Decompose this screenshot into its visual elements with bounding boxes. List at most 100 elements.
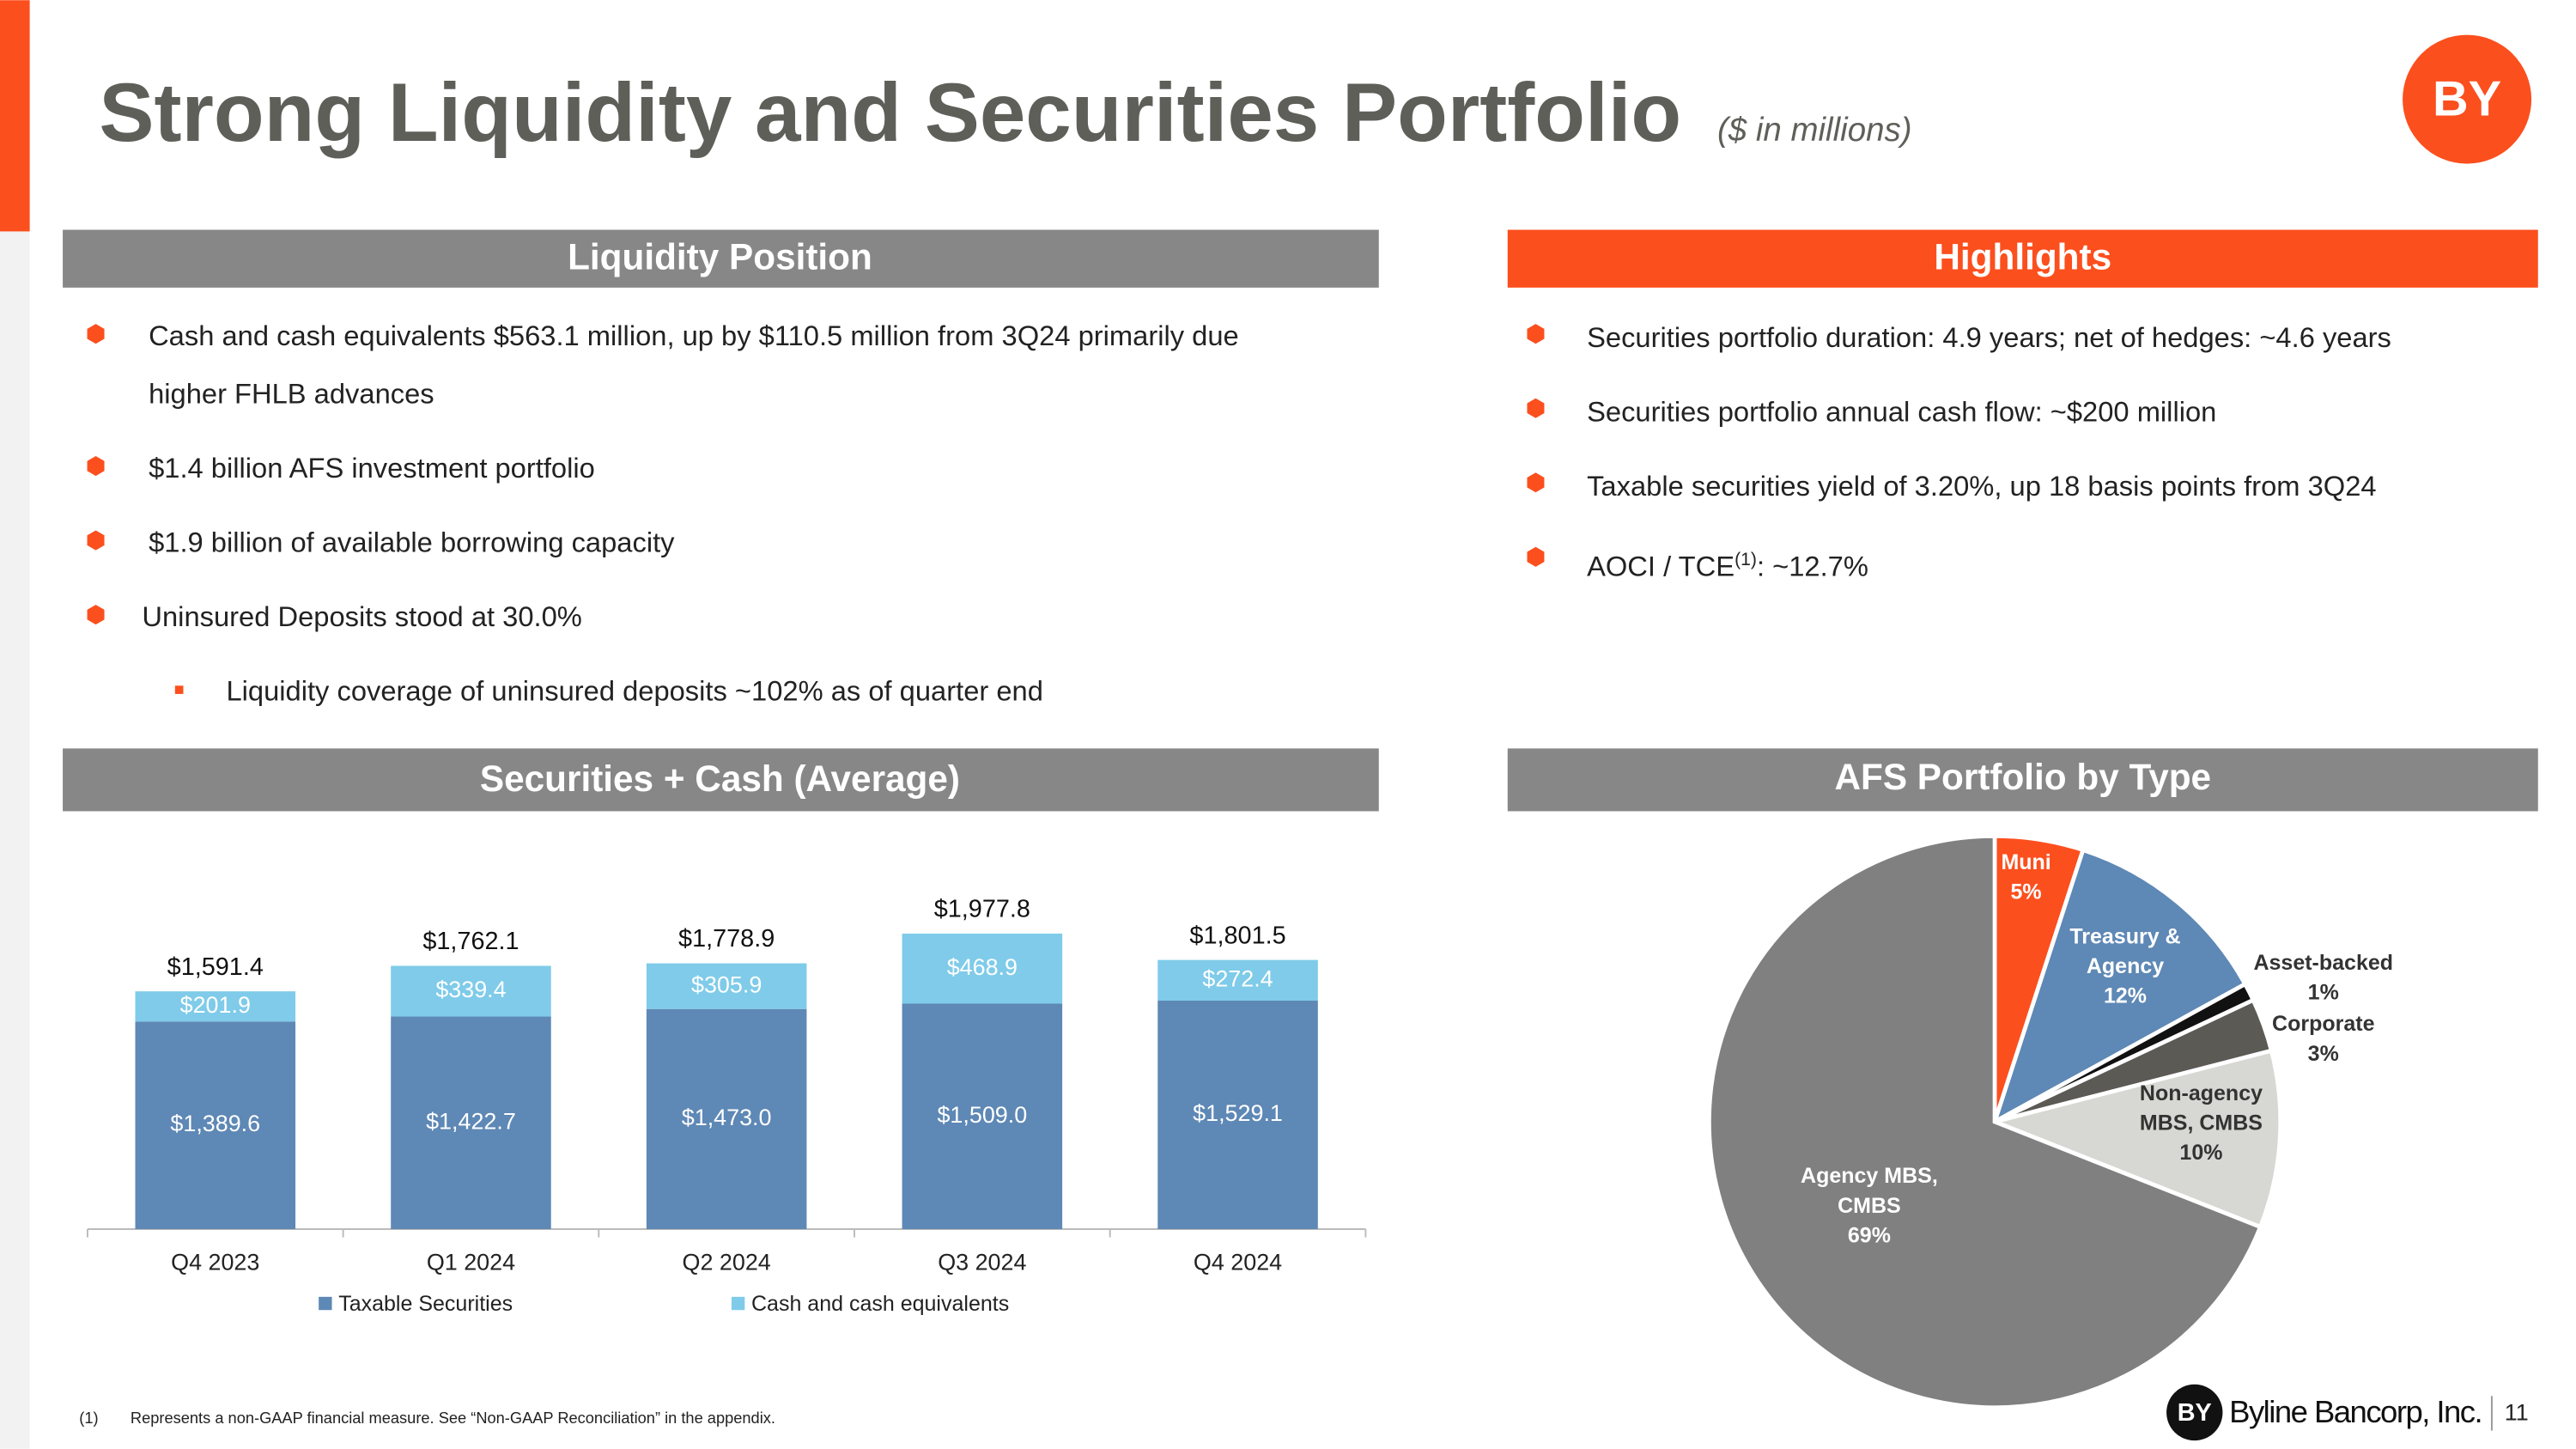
bullet-text-box: Securities portfolio annual cash flow: ~… [1587, 396, 2217, 429]
category-label: Agency MBS, CMBS [1801, 1163, 1938, 1218]
slice-label: Asset-backed 1% [2233, 948, 2415, 1008]
total-label: $1,977.8 [934, 896, 1030, 923]
slice-label: Muni 5% [1977, 848, 2075, 907]
bullet-icon [1527, 472, 1545, 493]
percent-label: 5% [2010, 879, 2042, 904]
bar-segment [902, 933, 1063, 1004]
brand-logo-text: BY [2178, 1399, 2212, 1427]
bullet-text-box: $1.9 billion of available borrowing capa… [149, 527, 675, 559]
bar-segment [135, 991, 296, 1022]
bullet-text-box: Taxable securities yield of 3.20%, up 18… [1587, 471, 2377, 502]
subtitle: ($ in millions) [1717, 112, 1912, 149]
percent-label: 1% [2307, 979, 2339, 1005]
percent-label: 10% [2179, 1140, 2223, 1165]
category-label: Corporate [2272, 1011, 2375, 1036]
bar-segment [391, 1016, 551, 1229]
bullet-text: Uninsured Deposits stood at 30.0% [142, 601, 582, 633]
category-label: Muni [2001, 849, 2051, 874]
bullet-text: $1.4 billion AFS investment portfolio [149, 453, 595, 484]
bullet-text-box: $1.4 billion AFS investment portfolio [149, 453, 595, 484]
bullet-text: Securities portfolio annual cash flow: ~… [1587, 396, 2217, 429]
value-label: $272.4 [1202, 965, 1273, 991]
footnote: Represents a non-GAAP financial measure.… [131, 1409, 775, 1427]
side-strip [0, 231, 30, 1449]
bullet-text: Taxable securities yield of 3.20%, up 18… [1587, 471, 2377, 502]
bar-segment [1157, 1001, 1318, 1229]
legend-label: Taxable Securities [338, 1292, 513, 1316]
x-tick-label: Q4 2023 [171, 1249, 259, 1275]
total-label: $1,778.9 [678, 925, 775, 953]
logo [2403, 34, 2532, 164]
category-label: Asset-backed [2253, 950, 2394, 975]
value-label: $1,529.1 [1193, 1100, 1283, 1126]
brand: Byline Bancorp, Inc. [2229, 1394, 2482, 1429]
value-label: $1,389.6 [170, 1111, 260, 1136]
x-tick-label: Q1 2024 [427, 1249, 515, 1275]
value-label: $1,509.0 [937, 1102, 1027, 1128]
bullet-icon [1527, 398, 1545, 418]
bullet-text: Cash and cash equivalents $563.1 million… [149, 320, 1239, 411]
sub-bullet-text-box: Liquidity coverage of uninsured deposits… [226, 675, 1043, 708]
category-label: Treasury & Agency [2069, 923, 2181, 978]
legend-swatch [731, 1296, 745, 1311]
slice-label-box: Asset-backed 1% [2233, 948, 2415, 1008]
slice-label-box: Treasury & Agency 12% [2050, 922, 2199, 1011]
bullet-icon [87, 324, 105, 344]
value-label: $339.4 [435, 977, 506, 1002]
total-label: $1,591.4 [167, 953, 264, 981]
slice-label-box: Agency MBS, CMBS 69% [1801, 1163, 1938, 1248]
text-part: (1) [1735, 550, 1757, 570]
value-label: $1,473.0 [682, 1105, 772, 1130]
bullet-text-box: AOCI / TCE(1): ~12.7% [1587, 532, 2528, 595]
bullet-text: Securities portfolio duration: 4.9 years… [1587, 322, 2391, 354]
pie-slice [1990, 847, 2248, 1127]
value-label: $468.9 [947, 954, 1018, 980]
percent-label: 3% [2307, 1040, 2339, 1066]
value-label: $201.9 [180, 992, 251, 1018]
accent-bar [0, 0, 30, 232]
header-bar [63, 748, 1379, 812]
sub-bullet-text: Liquidity coverage of uninsured deposits… [226, 675, 1043, 708]
percent-label: 69% [1847, 1222, 1891, 1248]
bullet-text: AOCI / TCE(1): ~12.7% [1587, 532, 2528, 595]
x-tick-label: Q3 2024 [938, 1249, 1026, 1275]
header: AFS Portfolio by Type [1834, 757, 2211, 797]
bullet-text-box: Uninsured Deposits stood at 30.0% [142, 601, 582, 633]
bar-segment [135, 1021, 296, 1229]
slice-label: Treasury & Agency 12% [2050, 922, 2199, 1011]
slice-label: Corporate 3% [2233, 1009, 2415, 1068]
sub-bullet-icon [174, 685, 184, 694]
slice-label-box: Non-agency MBS, CMBS 10% [2118, 1079, 2283, 1168]
bullet-icon [87, 456, 105, 477]
bullet-text: $1.9 billion of available borrowing capa… [149, 527, 675, 559]
text-part: AOCI / TCE [1587, 551, 1735, 583]
footnote-marker: (1) [79, 1409, 98, 1427]
header-bar [1507, 229, 2538, 288]
bullet-icon [1527, 546, 1545, 567]
x-tick-label: Q2 2024 [683, 1249, 771, 1275]
header-bar [1507, 748, 2538, 812]
bullet-text-box: Cash and cash equivalents $563.1 million… [149, 320, 1239, 411]
value-label: $1,422.7 [426, 1108, 516, 1134]
bar-segment [646, 1008, 807, 1229]
title: Strong Liquidity and Securities Portfoli… [99, 67, 1681, 159]
header: Liquidity Position [568, 236, 872, 277]
slice-label-box: Corporate 3% [2233, 1009, 2415, 1068]
legend-label: Cash and cash equivalents [751, 1292, 1009, 1316]
value-label: $305.9 [691, 971, 762, 997]
logo-text: BY [2433, 72, 2501, 127]
total-label: $1,801.5 [1189, 922, 1285, 949]
slice-label: Non-agency MBS, CMBS 10% [2118, 1079, 2283, 1168]
text-part: : ~12.7% [1756, 551, 1868, 583]
header: Highlights [1934, 236, 2111, 277]
pie-slice [1707, 833, 2263, 1410]
total-label: $1,762.1 [422, 928, 519, 955]
header: Securities + Cash (Average) [480, 758, 960, 799]
bar-segment [902, 1003, 1063, 1229]
category-label: Non-agency MBS, CMBS [2139, 1080, 2263, 1135]
percent-label: 12% [2103, 983, 2148, 1008]
legend-swatch [319, 1296, 332, 1311]
header-bar [63, 229, 1379, 288]
